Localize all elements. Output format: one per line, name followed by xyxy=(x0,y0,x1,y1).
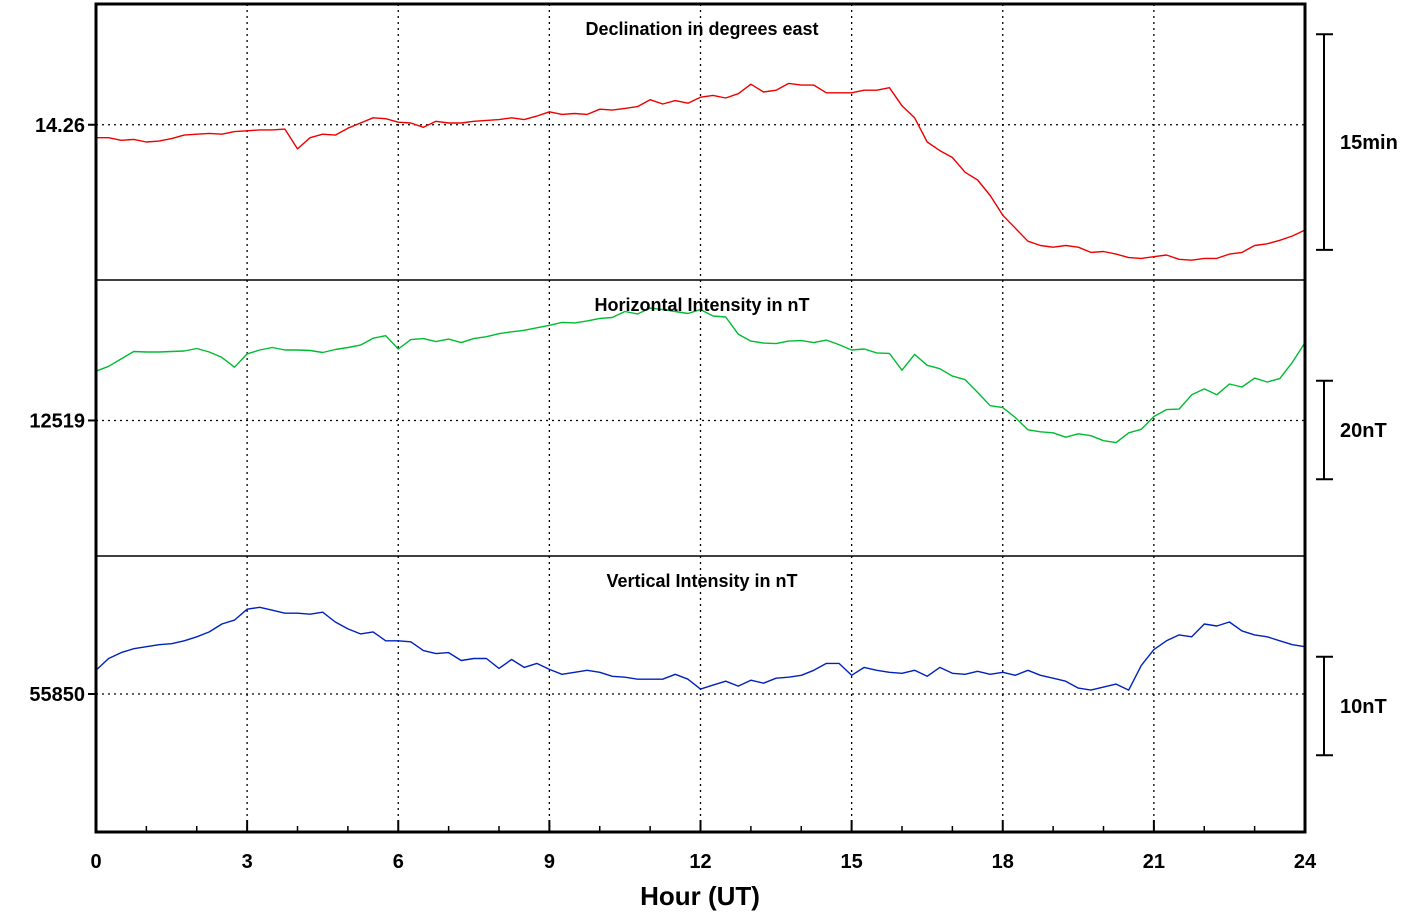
x-tick-label: 21 xyxy=(1143,851,1165,873)
baseline-label-3: 55850 xyxy=(29,684,85,706)
series-layer xyxy=(95,82,1306,691)
series-line-3 xyxy=(95,606,1306,691)
x-tick-label: 12 xyxy=(689,851,711,873)
label-layer: Declination in degrees east 14.26 15min Hor… xyxy=(29,19,1397,911)
scale-bar-label-3: 10nT xyxy=(1340,696,1387,718)
x-tick-label: 0 xyxy=(90,851,101,873)
series-line-2 xyxy=(95,307,1306,444)
baseline-label-2: 12519 xyxy=(29,410,85,432)
scale-bar-label-2: 20nT xyxy=(1340,420,1387,442)
scale-bar-label-1: 15min xyxy=(1340,132,1398,154)
frame-layer xyxy=(88,2,1333,834)
x-tick-label: 9 xyxy=(544,851,555,873)
x-tick-label: 24 xyxy=(1294,851,1317,873)
grid-layer xyxy=(96,4,1305,832)
panel-title-1: Declination in degrees east xyxy=(585,19,818,39)
baseline-label-1: 14.26 xyxy=(35,115,85,137)
x-tick-label: 15 xyxy=(841,851,863,873)
panel-title-3: Vertical Intensity in nT xyxy=(606,571,797,591)
x-axis-title: Hour (UT) xyxy=(640,881,760,911)
series-line-1 xyxy=(96,82,1306,261)
x-tick-label: 18 xyxy=(992,851,1014,873)
x-tick-label: 3 xyxy=(242,851,253,873)
x-tick-label: 6 xyxy=(393,851,404,873)
panel-title-2: Horizontal Intensity in nT xyxy=(595,295,810,315)
